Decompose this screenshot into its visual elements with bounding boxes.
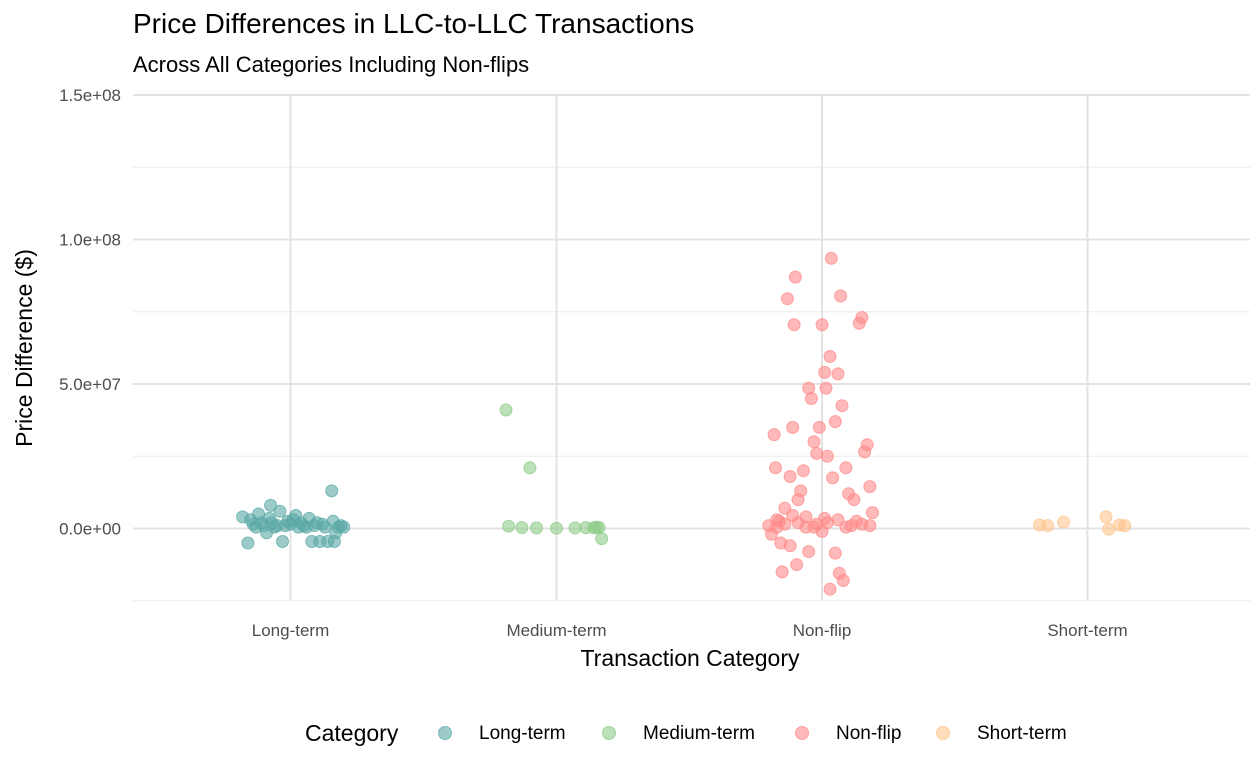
data-point <box>767 428 781 442</box>
data-point <box>826 471 840 485</box>
y-tick-label: 1.0e+08 <box>59 231 121 250</box>
data-point <box>796 464 810 478</box>
data-point <box>860 438 874 452</box>
legend: Category Long-term Medium-term Non-flip Sho… <box>305 720 1067 746</box>
data-point <box>855 517 869 531</box>
data-point <box>828 415 842 429</box>
data-point <box>241 536 255 550</box>
legend-label: Medium-term <box>643 723 755 744</box>
data-point <box>804 392 818 405</box>
x-tick-label: Non-flip <box>793 621 852 640</box>
data-point <box>502 519 516 533</box>
chart-subtitle: Across All Categories Including Non-flip… <box>133 52 530 77</box>
data-point <box>783 470 797 483</box>
x-tick-label: Long-term <box>252 621 329 640</box>
legend-label: Long-term <box>479 723 566 744</box>
data-point <box>769 461 782 475</box>
x-tick-label: Medium-term <box>506 621 606 640</box>
data-point <box>770 513 784 527</box>
data-point <box>818 511 832 525</box>
data-point <box>595 532 609 546</box>
data-point <box>1041 519 1055 533</box>
data-point <box>1118 519 1132 533</box>
data-point <box>824 251 838 265</box>
data-point <box>592 521 606 535</box>
x-axis-title: Transaction Category <box>580 645 800 671</box>
data-point <box>787 318 801 332</box>
data-point <box>276 535 289 548</box>
data-point <box>832 566 846 580</box>
y-tick-label: 1.5e+08 <box>59 86 121 105</box>
data-point <box>812 420 826 434</box>
data-point <box>863 480 877 494</box>
data-point <box>834 289 848 303</box>
data-point <box>550 521 563 535</box>
legend-key <box>438 726 452 740</box>
legend-label: Short-term <box>977 723 1067 744</box>
data-point <box>820 449 834 463</box>
legend-key <box>795 726 809 740</box>
data-point <box>866 506 879 520</box>
x-tick-label: Short-term <box>1047 621 1127 640</box>
data-point <box>802 545 816 559</box>
data-point <box>523 461 537 475</box>
legend-key <box>602 726 616 740</box>
legend-key <box>936 726 950 740</box>
data-point <box>264 498 278 512</box>
data-point <box>337 520 351 534</box>
data-point <box>794 484 808 498</box>
data-point <box>790 558 804 572</box>
data-point <box>819 381 833 395</box>
data-point <box>847 493 861 507</box>
data-point <box>855 311 869 324</box>
x-axis-ticks: Long-term Medium-term Non-flip Short-term <box>252 621 1128 640</box>
data-point <box>839 520 853 534</box>
data-point <box>515 521 529 535</box>
data-point <box>788 270 802 284</box>
y-tick-label: 5.0e+07 <box>59 375 121 394</box>
data-point <box>839 461 853 475</box>
y-axis-title: Price Difference ($) <box>11 249 37 447</box>
data-point <box>831 367 845 381</box>
y-axis-ticks: 0.0e+00 5.0e+07 1.0e+08 1.5e+08 <box>59 86 121 539</box>
data-point <box>775 565 789 579</box>
data-point <box>818 365 832 379</box>
data-point <box>807 435 821 449</box>
legend-title: Category <box>305 720 399 746</box>
data-point <box>823 350 837 363</box>
data-point <box>815 318 829 332</box>
data-point <box>273 504 287 518</box>
data-point <box>786 509 800 522</box>
data-point <box>786 420 800 434</box>
data-point <box>810 446 824 460</box>
data-point <box>1099 510 1113 524</box>
data-point <box>499 403 513 417</box>
data-point <box>568 521 582 535</box>
data-point <box>530 521 543 535</box>
data-point <box>823 582 837 596</box>
y-tick-label: 0.0e+00 <box>59 520 121 539</box>
legend-label: Non-flip <box>836 723 901 744</box>
data-point <box>835 399 849 413</box>
data-point <box>828 546 842 560</box>
data-point <box>783 539 797 553</box>
data-point <box>807 520 821 534</box>
data-point <box>1057 515 1071 529</box>
chart-title: Price Differences in LLC-to-LLC Transact… <box>133 8 695 39</box>
data-points <box>236 251 1132 596</box>
data-point <box>325 484 339 498</box>
data-point <box>780 292 794 306</box>
